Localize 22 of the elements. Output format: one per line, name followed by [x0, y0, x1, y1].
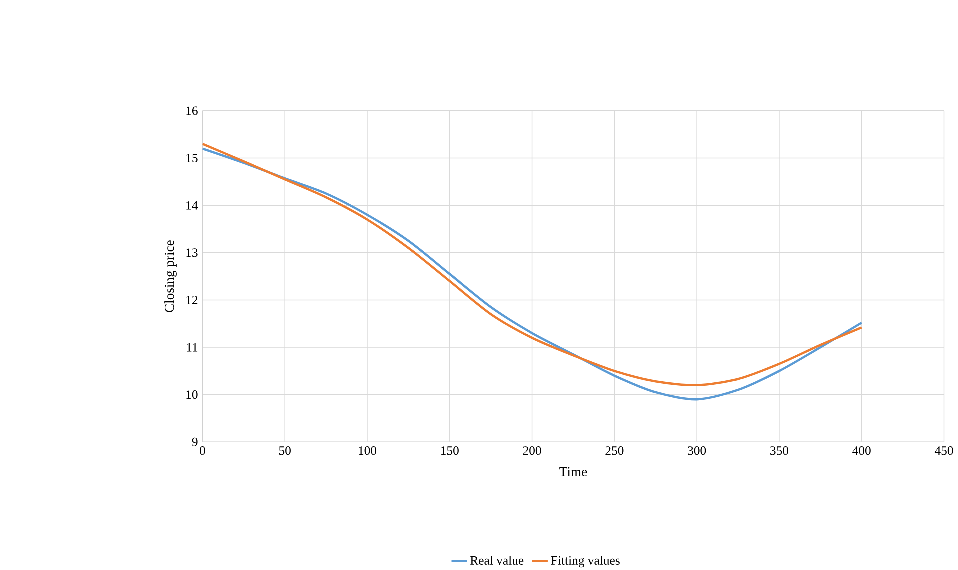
legend-label: Real value	[470, 556, 524, 565]
y-tick-label: 10	[186, 390, 198, 399]
x-tick-label: 350	[770, 446, 788, 455]
x-tick-label: 150	[441, 446, 459, 455]
y-tick-label: 12	[186, 296, 198, 304]
x-tick-label: 200	[523, 446, 542, 455]
legend-label: Fitting values	[551, 556, 620, 568]
y-axis-title: Closing price	[164, 240, 177, 312]
x-tick-label: 400	[852, 446, 871, 455]
x-tick-label: 450	[934, 446, 954, 455]
x-tick-label: 0	[200, 446, 206, 455]
y-tick-label: 11	[187, 343, 198, 352]
x-tick-label: 100	[359, 446, 377, 455]
y-tick-label: 9	[192, 438, 198, 446]
y-tick-label: 15	[186, 154, 198, 162]
x-axis-title: Time	[560, 467, 588, 476]
y-tick-label: 16	[186, 106, 198, 116]
x-tick-label: 300	[688, 446, 706, 455]
y-tick-label: 13	[186, 248, 198, 257]
x-tick-label: 250	[606, 446, 624, 455]
y-tick-label: 14	[186, 201, 198, 210]
x-tick-label: 50	[279, 446, 291, 455]
